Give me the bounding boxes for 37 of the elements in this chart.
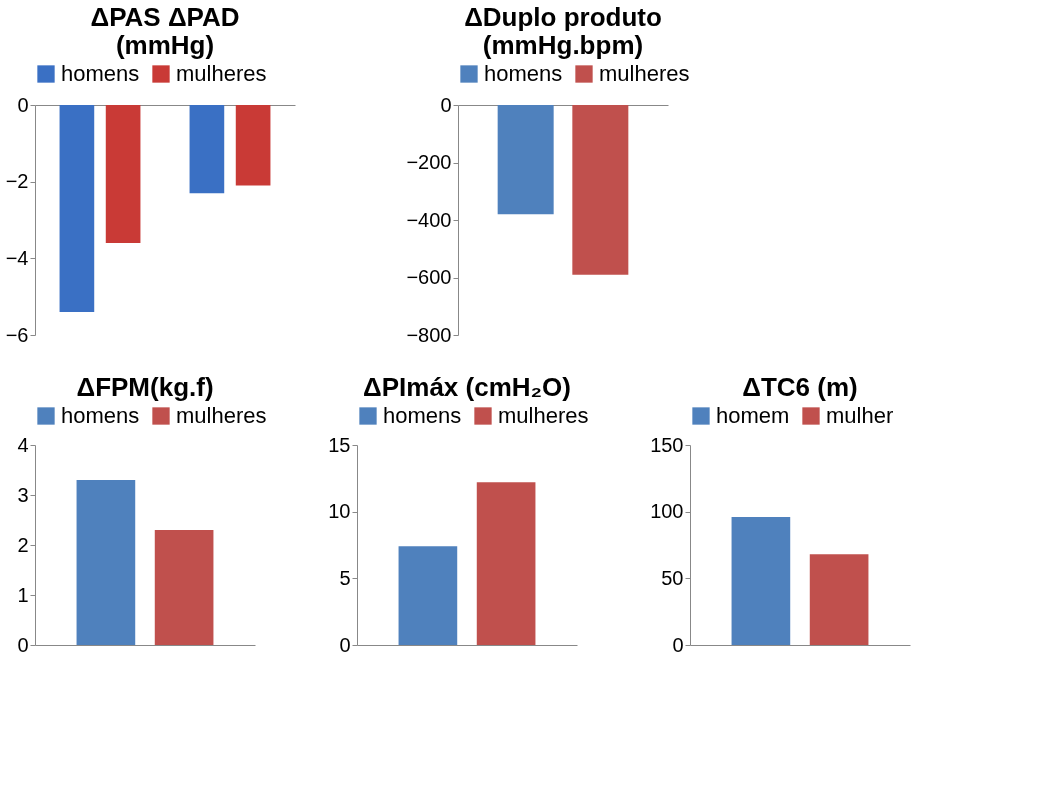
legend-label: homens [61,61,140,86]
y-tick-label: 1 [17,583,29,606]
y-tick-label: 5 [339,566,351,589]
legend-label: homens [383,403,462,428]
chart-title: ΔPImáx (cmH₂O) [363,372,571,402]
chart-title: ΔTC6 (m) [742,372,858,402]
chart-title: ΔFPM(kg.f) [76,372,214,402]
y-tick-label: 10 [328,500,351,523]
y-tick-label: −200 [406,151,452,173]
y-tick-label: 50 [661,566,684,589]
y-tick-label: 0 [339,633,351,656]
y-tick-label: −2 [5,170,29,193]
y-tick-label: 15 [328,433,351,456]
y-tick-label: −400 [406,208,452,231]
y-tick-label: 0 [672,633,684,656]
y-tick-label: −6 [5,323,29,346]
y-tick-label: 4 [17,433,29,456]
y-tick-label: 100 [650,500,684,523]
y-tick-label: 3 [17,483,29,506]
y-tick-label: −800 [406,323,452,346]
y-tick-label: 0 [17,633,29,656]
legend-label: mulheres [176,61,267,86]
legend-label: homens [484,61,563,86]
y-tick-label: 150 [650,433,684,456]
y-tick-label: 0 [440,93,452,116]
chart-title: ΔDuplo produto (mmHg.bpm) [464,2,662,60]
y-tick-label: 0 [17,93,29,116]
legend-label: mulheres [176,403,267,428]
legend-label: homens [61,403,140,428]
legend-label: mulheres [498,403,589,428]
chart-title: ΔPAS ΔPAD (mmHg) [90,2,240,60]
y-tick-label: −600 [406,266,452,288]
legend-label: mulher [826,403,894,428]
legend-label: homem [716,403,790,428]
y-tick-label: −4 [5,246,29,269]
y-tick-label: 2 [17,533,29,556]
legend-label: mulheres [599,61,690,86]
